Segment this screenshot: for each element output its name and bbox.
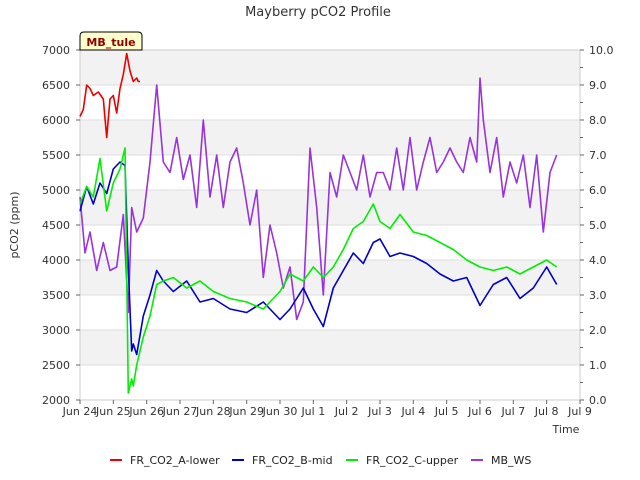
x-tick-label: Jul 5 — [434, 405, 459, 418]
x-tick-label: Jul 2 — [334, 405, 359, 418]
series-layer — [79, 52, 558, 394]
background-band — [80, 50, 580, 85]
x-tick-label: Jul 6 — [467, 405, 492, 418]
x-tick-label: Jul 7 — [500, 405, 525, 418]
y2-tick-label: 9.0 — [589, 79, 607, 92]
x-tick-label: Jun 27 — [162, 405, 198, 418]
y2-tick-label: 1.0 — [589, 359, 607, 372]
x-tick-label: Jul 4 — [400, 405, 425, 418]
background-band — [80, 330, 580, 365]
y-axis-right: 0.0 1.0 2.0 3.0 4.0 5.0 6.0 7.0 8.0 9.0 10.0 — [580, 44, 614, 407]
legend: FR_CO2_A-lower FR_CO2_B-mid FR_CO2_C-upper… — [110, 454, 531, 467]
y-tick-label: 4000 — [42, 254, 70, 267]
site-badge-label: MB_tule — [86, 36, 135, 49]
y2-tick-label: 7.0 — [589, 149, 607, 162]
y-tick-label: 7000 — [42, 44, 70, 57]
site-badge-box — [79, 31, 143, 51]
y2-tick-label: 8.0 — [589, 114, 607, 127]
x-tick-label: Jul 9 — [567, 405, 592, 418]
y-axis-left: 2000 2500 3000 3500 4000 4500 5000 5500 6000 6500… — [42, 44, 80, 407]
x-axis-title: Time — [552, 423, 580, 436]
y2-tick-label: 5.0 — [589, 219, 607, 232]
x-tick-label: Jun 30 — [262, 405, 298, 418]
grid-lines — [80, 49, 580, 401]
y2-tick-label: 0.0 — [589, 394, 607, 407]
y-axis-title: pCO2 (ppm) — [8, 191, 21, 258]
series-line-fr-co2-a-lower — [79, 52, 140, 139]
series-line-fr-co2-b-mid — [79, 161, 558, 356]
x-tick-label: Jul 3 — [367, 405, 392, 418]
x-tick-label: Jun 28 — [195, 405, 231, 418]
y2-tick-label: 6.0 — [589, 184, 607, 197]
x-tick-label: Jun 29 — [228, 405, 264, 418]
chart-title: Mayberry pCO2 Profile — [245, 5, 391, 20]
y-tick-label: 6500 — [42, 79, 70, 92]
legend-label: FR_CO2_A-lower — [130, 454, 220, 467]
legend-label: FR_CO2_C-upper — [366, 454, 459, 467]
y-tick-label: 5500 — [42, 149, 70, 162]
legend-label: FR_CO2_B-mid — [252, 454, 333, 467]
y2-tick-label: 2.0 — [589, 324, 607, 337]
y-tick-label: 3500 — [42, 289, 70, 302]
y-tick-label: 2000 — [42, 394, 70, 407]
y-tick-label: 5000 — [42, 184, 70, 197]
y2-tick-label: 3.0 — [589, 289, 607, 302]
series-line-mb-ws — [79, 77, 558, 321]
background-bands — [80, 50, 580, 365]
y2-tick-label: 10.0 — [589, 44, 614, 57]
legend-label: MB_WS — [491, 454, 531, 467]
series-line-fr-co2-c-upper — [79, 147, 558, 394]
site-badge: MB_tule — [79, 31, 143, 51]
y-tick-label: 2500 — [42, 359, 70, 372]
background-band — [80, 260, 580, 295]
y-tick-label: 4500 — [42, 219, 70, 232]
x-tick-label: Jun 25 — [95, 405, 131, 418]
x-tick-label: Jul 8 — [534, 405, 559, 418]
background-band — [80, 190, 580, 225]
background-band — [80, 120, 580, 155]
x-tick-label: Jun 26 — [128, 405, 164, 418]
x-tick-label: Jun 24 — [62, 405, 98, 418]
y-tick-label: 3000 — [42, 324, 70, 337]
y-tick-label: 6000 — [42, 114, 70, 127]
y2-tick-label: 4.0 — [589, 254, 607, 267]
x-tick-label: Jul 1 — [300, 405, 325, 418]
